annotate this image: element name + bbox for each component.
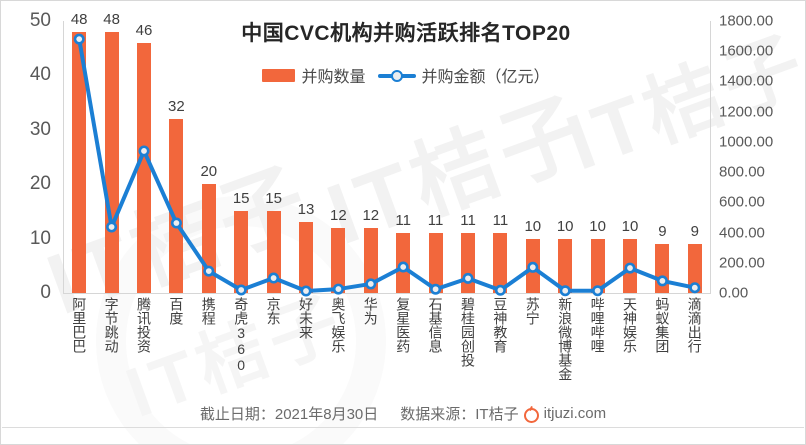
bar-value-label: 10 [589,217,606,235]
y-axis-right-tick: 200.00 [719,254,765,272]
y-axis-right-tick: 1800.00 [719,12,774,30]
x-axis-baseline [63,293,711,294]
bar-value-label: 10 [556,217,574,235]
x-axis-category-label: 腾讯投资 [136,297,152,353]
bar-value-label: 32 [168,97,185,115]
y-axis-left-tick: 30 [29,118,51,140]
bar-value-label: 9 [690,223,699,241]
bar-swatch-icon [262,68,296,82]
x-axis-category-label: 苏宁 [524,297,541,325]
bar-value-labels-layer: 48 48 46 32 20 15 15 13 12 12 11 11 11 11 10 10 10 10 9 9 [63,11,711,293]
bar-value-label: 48 [70,10,88,28]
y-axis-right-tick: 600.00 [719,193,765,211]
x-axis-category-label: 字节跳动 [103,297,120,353]
bar-value-label: 11 [427,212,444,230]
y-axis-left: 0 10 20 30 40 50 [1,10,57,303]
x-axis-category-label: 豆神教育 [492,297,509,353]
legend-item-bar[interactable]: 并购数量 [262,63,366,87]
footer-source-label: 数据来源：IT桔子 [400,406,519,423]
plot-area [63,21,711,293]
bar-value-label: 10 [524,217,542,235]
y-axis-right-tick: 800.00 [719,163,765,181]
y-axis-right: 0.00 200.00 400.00 600.00 800.00 1000.00 1200.… [717,13,806,302]
bar-value-label: 20 [200,163,218,181]
chart-legend: 并购数量 并购金额（亿元） [191,63,621,87]
y-axis-left-tick: 50 [29,10,51,31]
legend-item-line[interactable]: 并购金额（亿元） [377,63,550,87]
x-axis-category-label: 阿里巴巴 [71,297,88,353]
footer-divider [2,427,804,428]
footer-site[interactable]: itjuzi.com [543,405,607,422]
x-axis-category-label: 碧桂园创投 [460,297,476,367]
chart-title: 中国CVC机构并购活跃排名TOP20 [241,22,571,45]
footer-source: 数据来源：IT桔子 itjuzi.com [400,403,606,424]
x-axis-category-label: 滴滴出行 [686,297,703,353]
y-axis-right-tick: 1200.00 [719,103,774,121]
y-axis-left-tick: 20 [29,173,51,195]
bar-value-label: 13 [297,201,315,219]
x-axis-category-label: 华为 [362,297,379,325]
bar-value-label: 15 [232,190,250,208]
bar-value-label: 9 [658,223,667,241]
legend-label-bar: 并购数量 [301,69,366,86]
bar-value-label: 15 [265,190,282,208]
y-axis-left-tick: 10 [29,227,51,249]
bar-value-label: 12 [362,206,380,224]
x-axis-category-label: 石基信息 [427,297,444,353]
chart-footer: 截止日期：2021年8月30日 数据来源：IT桔子 itjuzi.com [1,403,805,424]
y-axis-right-tick: 1000.00 [719,133,774,151]
bar-value-label: 10 [621,217,639,235]
x-axis-category-label: 奥飞娱乐 [330,297,347,353]
bar-value-label: 12 [330,206,347,224]
x-axis-category-label: 复星医药 [395,297,412,353]
y-axis-right-tick: 0.00 [719,284,749,302]
x-axis-category-label: 奇虎360 [233,297,250,373]
legend-label-line: 并购金额（亿元） [421,69,550,86]
x-axis-category-label: 携程 [200,297,217,325]
y-axis-right-tick: 400.00 [719,224,765,242]
y-axis-left-tick: 40 [29,64,51,86]
x-axis-category-label: 好未来 [298,297,314,339]
line-swatch-icon [377,69,416,82]
bar-value-label: 11 [492,212,509,230]
x-axis-category-label: 天神娱乐 [622,297,638,353]
bar-value-label: 48 [103,10,120,28]
x-axis-category-label: 百度 [168,297,185,325]
footer-date: 截止日期：2021年8月30日 [199,406,379,423]
y-axis-right-tick: 1400.00 [719,72,774,90]
juzi-logo-icon [523,408,539,423]
bar-value-label: 46 [135,21,153,39]
x-axis-category-label: 哔哩哔哩 [589,297,606,353]
x-axis-category-labels: 阿里巴巴 字节跳动 腾讯投资 百度 携程 奇虎360 京东 好未来 奥飞娱乐 华为 复星医药 石基信息… [63,297,711,405]
x-axis-category-label: 蚂蚁集团 [654,297,671,353]
bar-value-label: 11 [395,212,411,230]
y-axis-left-tick: 0 [40,282,51,303]
x-axis-category-label: 新浪微博基金 [557,297,574,381]
x-axis-category-label: 京东 [265,297,282,325]
bar-value-label: 11 [460,212,476,230]
y-axis-right-tick: 1600.00 [719,42,774,60]
